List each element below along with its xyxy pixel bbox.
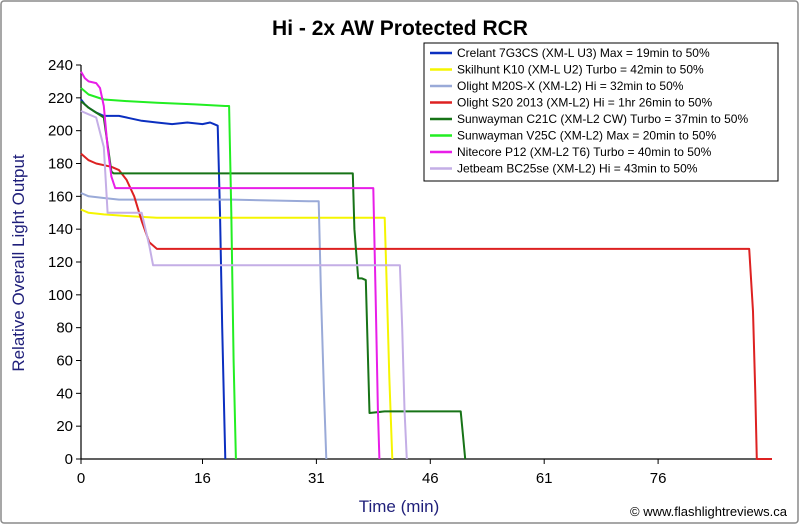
y-tick-label: 0 bbox=[65, 451, 73, 468]
x-tick-label: 0 bbox=[77, 470, 85, 487]
x-tick-label: 31 bbox=[308, 470, 325, 487]
x-tick-label: 76 bbox=[650, 470, 667, 487]
y-tick-label: 120 bbox=[48, 254, 73, 271]
x-axis-title: Time (min) bbox=[359, 497, 440, 516]
series-line-4 bbox=[80, 152, 772, 460]
series-line-3 bbox=[80, 192, 328, 460]
legend-label-2: Skilhunt K10 (XM-L U2) Turbo = 42min to … bbox=[457, 63, 704, 77]
y-tick-label: 80 bbox=[56, 320, 73, 337]
series-line-5 bbox=[80, 100, 467, 460]
y-tick-label: 180 bbox=[48, 156, 73, 173]
series-group bbox=[80, 71, 772, 460]
x-tick-label: 16 bbox=[194, 470, 211, 487]
y-tick-label: 220 bbox=[48, 90, 73, 107]
y-tick-label: 40 bbox=[56, 385, 73, 402]
legend: Crelant 7G3CS (XM-L U3) Max = 19min to 5… bbox=[423, 42, 779, 182]
legend-label-4: Olight S20 2013 (XM-L2) Hi = 1hr 26min t… bbox=[457, 96, 712, 110]
credit-text: © www.flashlightreviews.ca bbox=[630, 504, 788, 519]
legend-label-1: Crelant 7G3CS (XM-L U3) Max = 19min to 5… bbox=[457, 46, 710, 60]
series-line-8 bbox=[80, 110, 408, 460]
series-line-2 bbox=[80, 208, 394, 460]
y-tick-label: 160 bbox=[48, 188, 73, 205]
chart-title: Hi - 2x AW Protected RCR bbox=[272, 17, 528, 40]
legend-box bbox=[423, 42, 779, 182]
legend-label-6: Sunwayman V25C (XM-L2) Max = 20min to 50… bbox=[457, 129, 716, 143]
y-axis-title: Relative Overall Light Output bbox=[9, 154, 28, 372]
y-tick-label: 100 bbox=[48, 287, 73, 304]
y-tick-label: 200 bbox=[48, 123, 73, 140]
y-tick-label: 240 bbox=[48, 57, 73, 74]
x-tick-label: 61 bbox=[536, 470, 553, 487]
series-line-6 bbox=[80, 87, 237, 460]
y-tick-label: 20 bbox=[56, 418, 73, 435]
axes-group: 0 20 40 60 80 100 120 140 160 180 200 220 240 0 16 31 46… bbox=[48, 57, 772, 487]
legend-label-8: Jetbeam BC25se (XM-L2) Hi = 43min to 50% bbox=[457, 162, 698, 176]
y-tick-label: 140 bbox=[48, 221, 73, 238]
x-tick-label: 46 bbox=[422, 470, 439, 487]
series-line-7 bbox=[80, 71, 381, 460]
legend-label-5: Sunwayman C21C (XM-L2 CW) Turbo = 37min … bbox=[457, 112, 748, 126]
legend-label-3: Olight M20S-X (XM-L2) Hi = 32min to 50% bbox=[457, 79, 684, 93]
y-tick-label: 60 bbox=[56, 353, 73, 370]
legend-label-7: Nitecore P12 (XM-L2 T6) Turbo = 40min to… bbox=[457, 145, 712, 159]
